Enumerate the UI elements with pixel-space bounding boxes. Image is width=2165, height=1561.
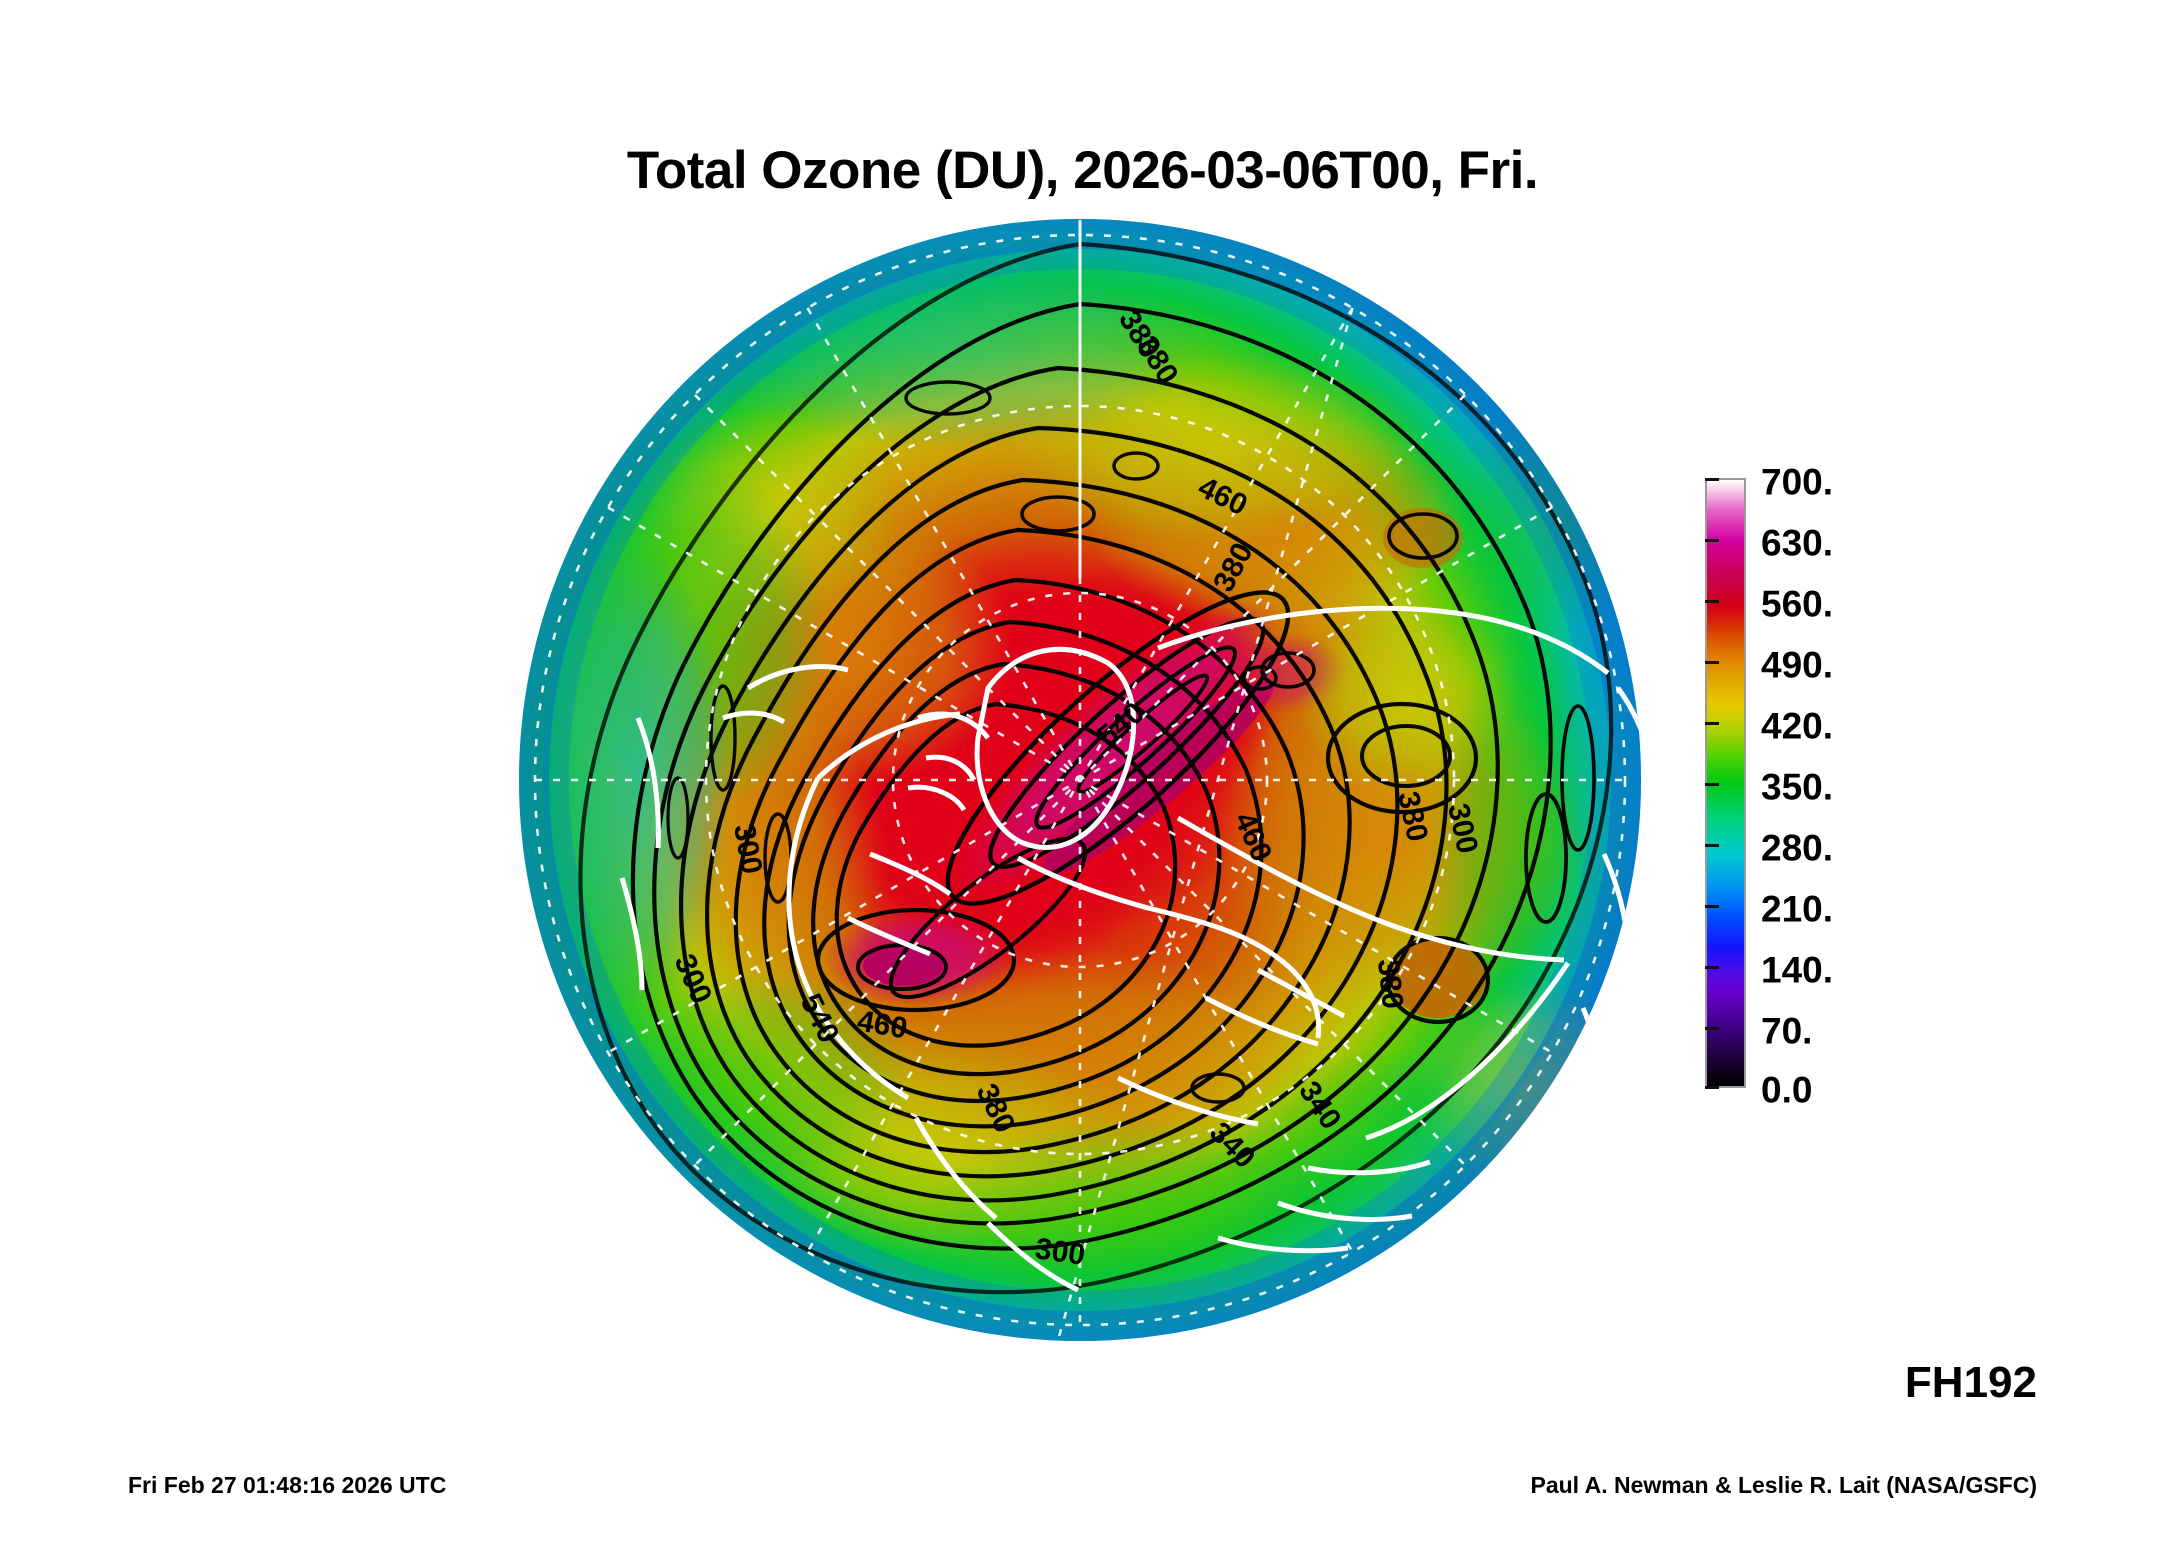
colorbar-label-70: 70. (1761, 1010, 1813, 1052)
colorbar-tick (1705, 661, 1719, 664)
colorbar-label-490: 490. (1761, 644, 1834, 686)
colorbar-tick (1705, 966, 1719, 969)
svg-text:300: 300 (1033, 1232, 1087, 1272)
colorbar-tick (1705, 539, 1719, 542)
forecast-hour-label: FH192 (1904, 1358, 2037, 1407)
colorbar-label-350: 350. (1761, 766, 1834, 808)
colorbar-tick (1705, 722, 1719, 725)
colorbar-label-0: 0.0 (1761, 1069, 1813, 1111)
colorbar-label-700: 700. (1761, 461, 1834, 503)
colorbar-label-140: 140. (1761, 949, 1834, 991)
colorbar-tick (1705, 1027, 1719, 1030)
colorbar-tick (1705, 478, 1719, 481)
ozone-contours (578, 241, 1614, 1295)
colorbar-label-210: 210. (1761, 888, 1834, 930)
polar-projection-globe[interactable]: 380 380 460 380 380 300 380 460 540 540 … (518, 218, 1642, 1342)
colorbar-tick (1705, 1086, 1719, 1089)
generation-timestamp: Fri Feb 27 01:48:16 2026 UTC (128, 1472, 447, 1498)
colorbar-tick (1705, 783, 1719, 786)
page-title: Total Ozone (DU), 2026-03-06T00, Fri. (626, 141, 1539, 200)
colorbar-label-560: 560. (1761, 583, 1834, 625)
colorbar-tick (1705, 905, 1719, 908)
colorbar-label-280: 280. (1761, 827, 1834, 869)
svg-text:380: 380 (1371, 957, 1409, 1010)
ozone-field: 380 380 460 380 380 300 380 460 540 540 … (519, 219, 1641, 1341)
colorbar-tick (1705, 844, 1719, 847)
ozone-map-panel[interactable]: 380 380 460 380 380 300 380 460 540 540 … (518, 218, 1642, 1342)
colorbar-tick (1705, 600, 1719, 603)
colorbar[interactable]: 700. 630. 560. 490. 420. 350. 280. 210. … (1705, 464, 2035, 1109)
colorbar-label-630: 630. (1761, 522, 1834, 564)
author-credit: Paul A. Newman & Leslie R. Lait (NASA/GS… (1530, 1472, 2037, 1498)
colorbar-label-420: 420. (1761, 705, 1834, 747)
